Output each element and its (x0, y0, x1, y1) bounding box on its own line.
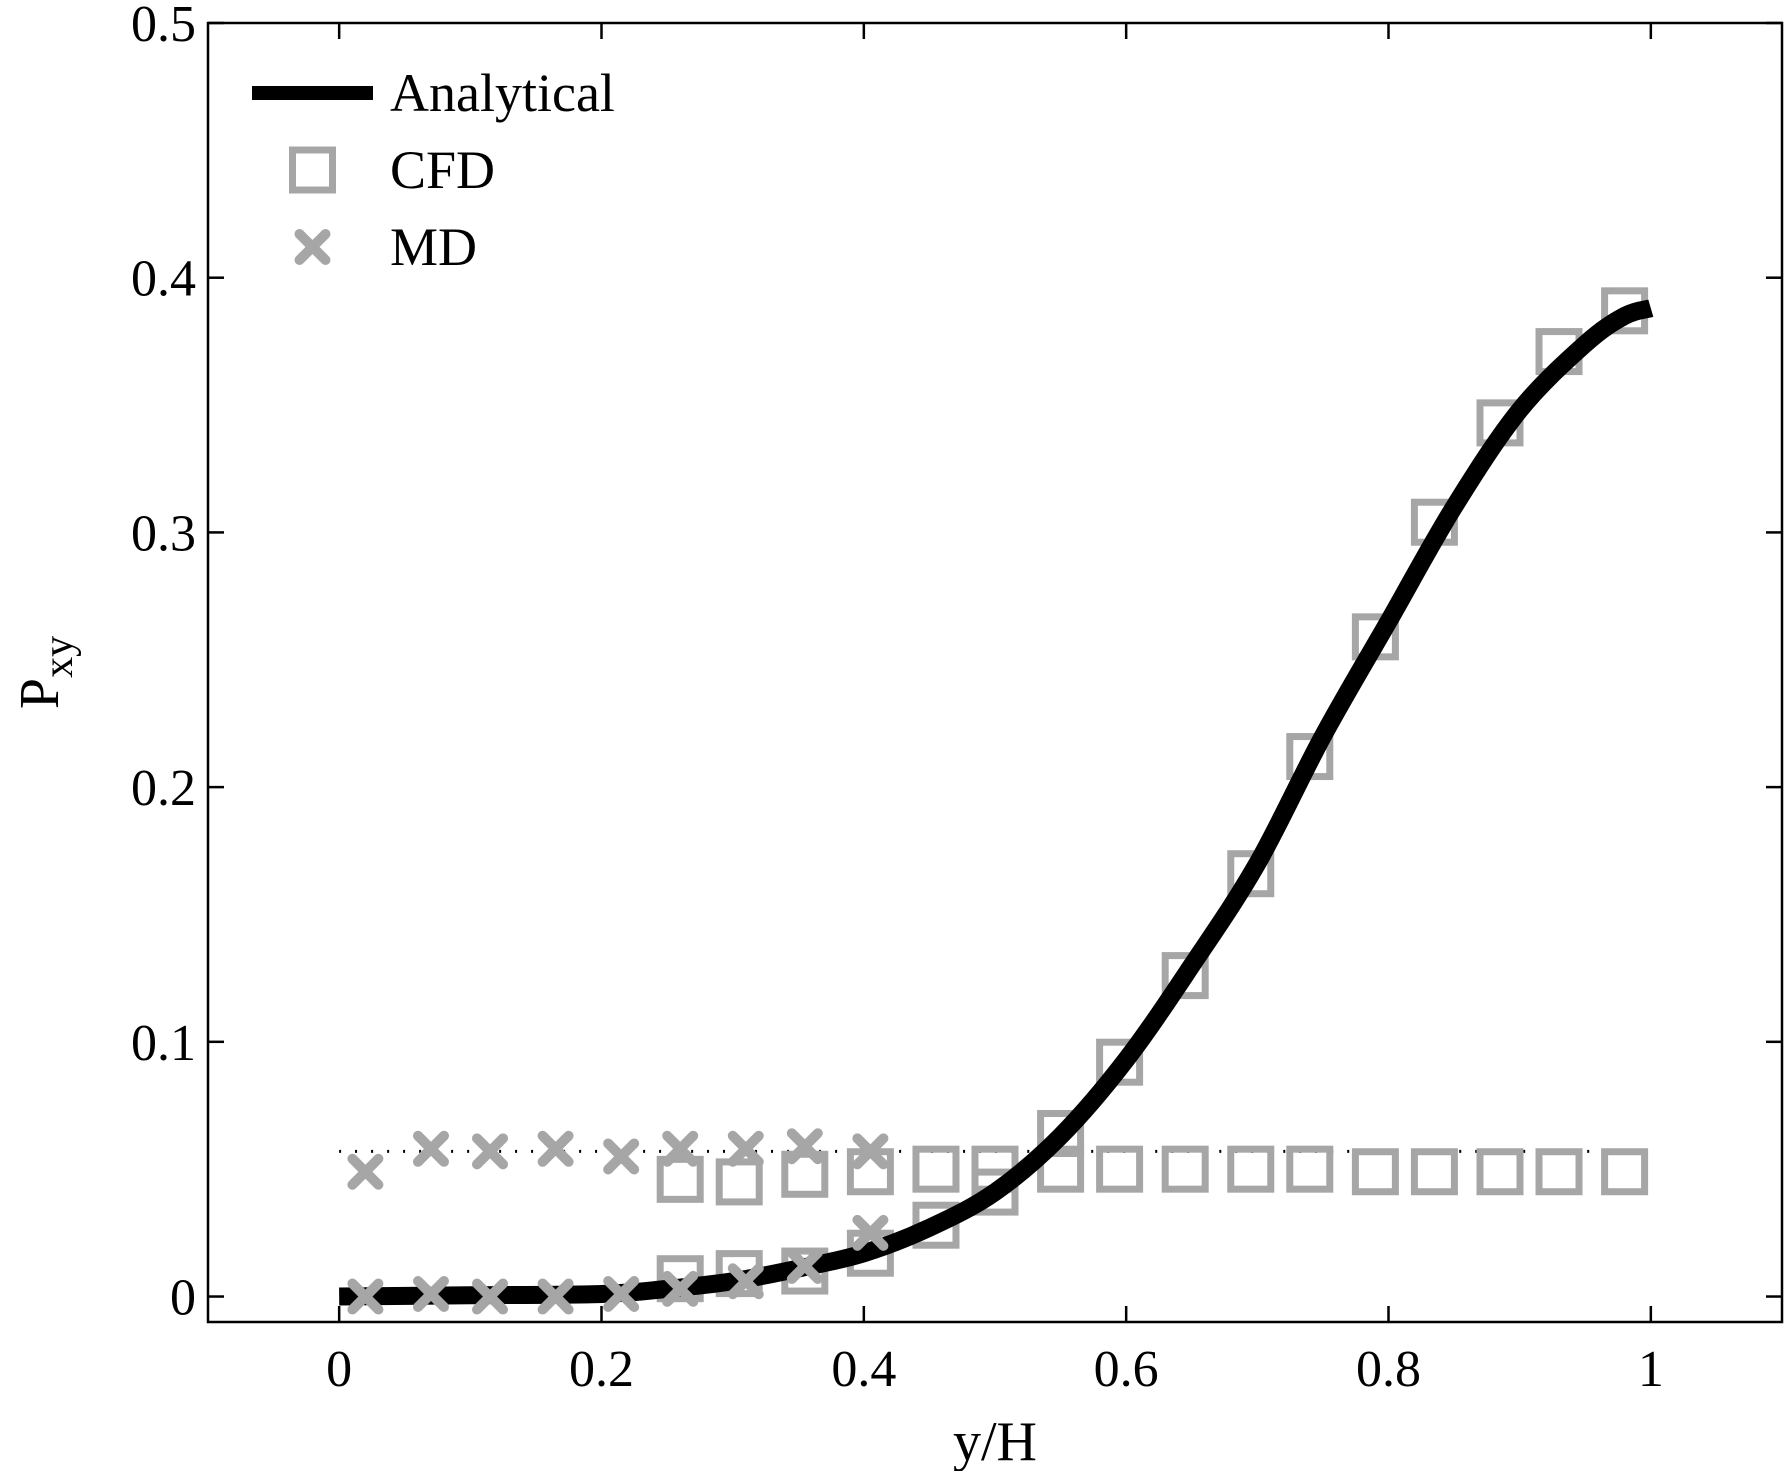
x-tick-label: 0.2 (569, 1341, 634, 1398)
cfd-point (1037, 1110, 1085, 1158)
md-point (786, 1247, 823, 1284)
legend: Analytical CFD MD (252, 63, 615, 277)
analytical-line (339, 299, 1654, 1306)
md-marker-stroke (852, 1214, 889, 1251)
legend-label: Analytical (390, 63, 615, 123)
md-point (603, 1275, 640, 1312)
y-axis-label-subscript: xy (36, 636, 82, 678)
md-marker-stroke (537, 1278, 574, 1315)
md-point (537, 1130, 574, 1167)
y-tick-label: 0.5 (131, 0, 196, 53)
md-marker-stroke (786, 1247, 823, 1284)
y-tick-label: 0.2 (131, 760, 196, 817)
md-marker-stroke (412, 1130, 449, 1167)
md-point (662, 1130, 699, 1167)
md-point (472, 1278, 509, 1315)
md-point (852, 1214, 889, 1251)
md-marker-stroke (347, 1153, 384, 1190)
cfd-point (1227, 850, 1275, 898)
y-axis-label-base: P (9, 678, 71, 709)
md-point (852, 1133, 889, 1170)
md-marker-stroke (662, 1130, 699, 1167)
md-point (662, 1270, 699, 1307)
md-point (537, 1278, 574, 1315)
cfd-point (781, 1150, 829, 1198)
cfd-point (1096, 1145, 1144, 1193)
cfd-point (1476, 1148, 1524, 1196)
x-tick-label: 1 (1638, 1341, 1664, 1398)
legend-label: MD (390, 217, 477, 277)
md-point (412, 1275, 449, 1312)
md-marker-stroke (727, 1130, 764, 1167)
md-marker-stroke (662, 1270, 699, 1307)
legend-label: CFD (390, 140, 495, 200)
cfd-point (1227, 1145, 1275, 1193)
y-axis-label: Pxy (9, 636, 82, 709)
cfd-point (1535, 1148, 1583, 1196)
cfd-point (656, 1155, 704, 1203)
md-marker-stroke (294, 229, 331, 265)
md-marker-stroke (347, 1278, 384, 1315)
cfd-point (1410, 1148, 1458, 1196)
md-marker-stroke (537, 1130, 574, 1167)
md-point (412, 1130, 449, 1167)
cfd-point (1037, 1145, 1085, 1193)
cfd-point (1161, 952, 1209, 1000)
cfd-point (1286, 1145, 1334, 1193)
x-tick-label: 0.6 (1094, 1341, 1159, 1398)
md-marker-stroke (472, 1278, 509, 1315)
md-marker-stroke (603, 1138, 640, 1175)
md-point (786, 1128, 823, 1165)
x-axis-label: y/H (953, 1411, 1037, 1471)
legend-md-swatch (294, 229, 331, 265)
md-marker-stroke (472, 1133, 509, 1170)
md-marker-stroke (727, 1263, 764, 1300)
md-marker-stroke (603, 1275, 640, 1312)
md-point (472, 1133, 509, 1170)
md-point (603, 1138, 640, 1175)
cfd-point (1351, 1148, 1399, 1196)
legend-cfd-swatch (289, 146, 336, 194)
cfd-point (1601, 1148, 1649, 1196)
plot-area (339, 287, 1654, 1315)
y-tick-label: 0.1 (131, 1015, 196, 1072)
cfd-point (912, 1145, 960, 1193)
x-tick-label: 0 (326, 1341, 352, 1398)
axes-frame (206, 21, 1784, 1324)
x-tick-label: 0.8 (1356, 1341, 1421, 1398)
x-tick-label: 0.4 (831, 1341, 896, 1398)
y-tick-label: 0.4 (131, 251, 196, 308)
md-point (727, 1130, 764, 1167)
ticks: 0 0.2 0.4 0.6 0.8 1 0 0.1 0.2 0.3 0.4 0.5 (131, 0, 1782, 1398)
axes (206, 21, 1784, 1324)
md-point (727, 1263, 764, 1300)
md-point (347, 1153, 384, 1190)
y-tick-label: 0 (170, 1270, 196, 1327)
md-marker-stroke (412, 1275, 449, 1312)
md-marker-stroke (852, 1133, 889, 1170)
md-point (347, 1278, 384, 1315)
y-tick-label: 0.3 (131, 505, 196, 562)
md-marker-stroke (786, 1128, 823, 1165)
cfd-point (1161, 1145, 1209, 1193)
